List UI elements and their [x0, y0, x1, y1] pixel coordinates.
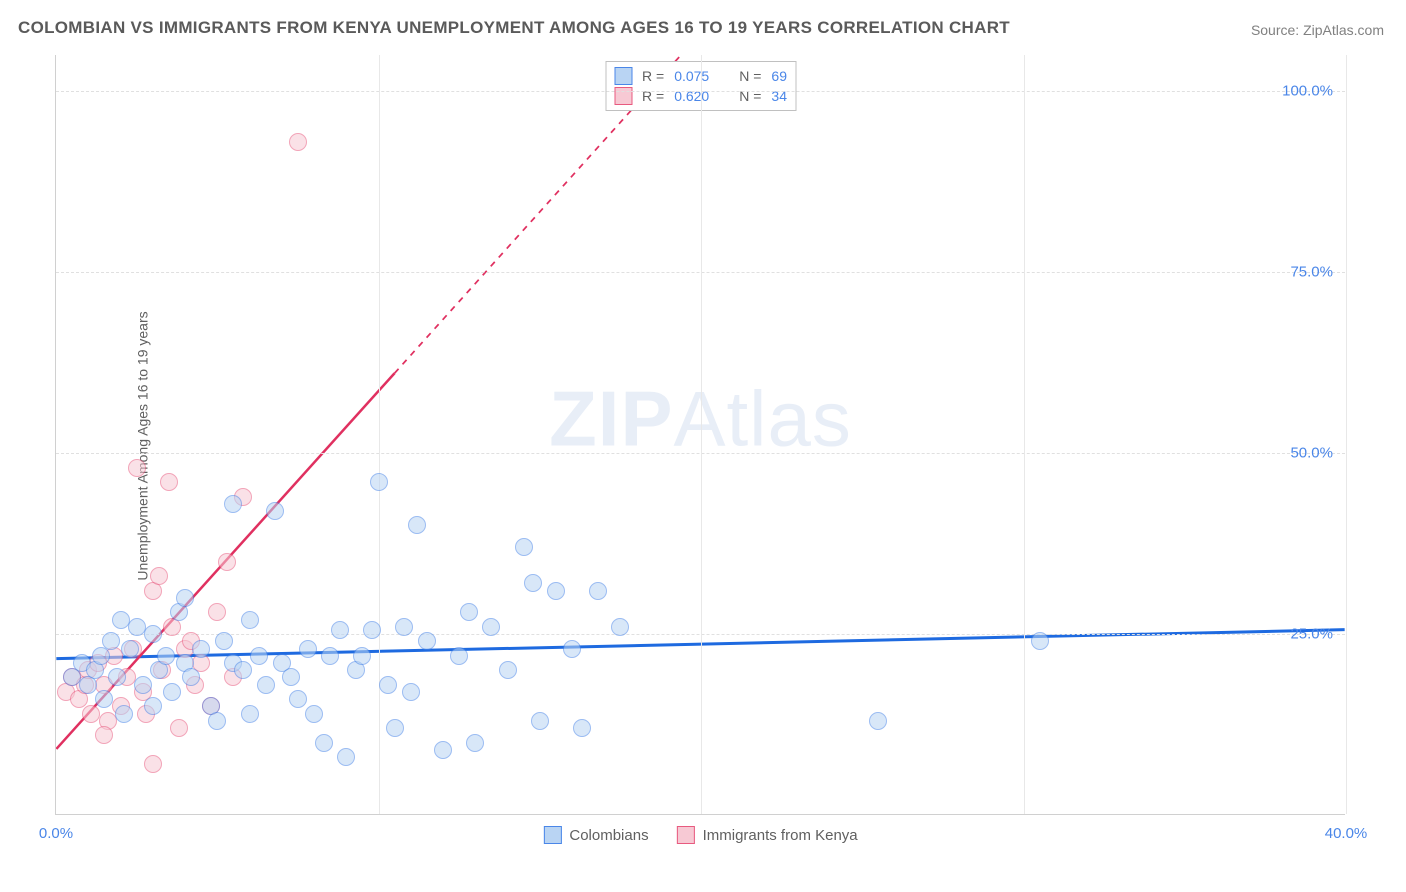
stats-n-label: N = — [739, 68, 761, 84]
scatter-point — [499, 661, 517, 679]
scatter-point — [208, 603, 226, 621]
scatter-point — [192, 640, 210, 658]
scatter-point — [395, 618, 413, 636]
scatter-point — [563, 640, 581, 658]
scatter-point — [95, 726, 113, 744]
plot-area: ZIPAtlas R =0.075N =69R =0.620N =34 Colo… — [55, 55, 1345, 815]
scatter-point — [160, 473, 178, 491]
scatter-point — [241, 611, 259, 629]
x-tick-label: 40.0% — [1325, 825, 1368, 842]
scatter-point — [515, 538, 533, 556]
scatter-point — [144, 625, 162, 643]
scatter-point — [224, 495, 242, 513]
scatter-point — [337, 748, 355, 766]
scatter-point — [150, 567, 168, 585]
source-label: Source: ZipAtlas.com — [1251, 22, 1384, 38]
scatter-point — [289, 133, 307, 151]
scatter-point — [289, 690, 307, 708]
stats-n-value: 69 — [771, 68, 787, 84]
scatter-point — [215, 632, 233, 650]
scatter-point — [305, 705, 323, 723]
scatter-point — [589, 582, 607, 600]
stats-r-value: 0.075 — [674, 68, 709, 84]
grid-line-v — [379, 55, 380, 814]
scatter-point — [144, 697, 162, 715]
scatter-point — [524, 574, 542, 592]
scatter-point — [611, 618, 629, 636]
scatter-point — [573, 719, 591, 737]
y-tick-label: 50.0% — [1290, 445, 1333, 462]
scatter-point — [108, 668, 126, 686]
scatter-point — [434, 741, 452, 759]
legend-swatch — [614, 87, 632, 105]
bottom-legend-label: Immigrants from Kenya — [703, 827, 858, 844]
scatter-point — [218, 553, 236, 571]
watermark-bold: ZIP — [549, 375, 673, 463]
scatter-point — [112, 611, 130, 629]
bottom-legend-label: Colombians — [569, 827, 648, 844]
scatter-point — [1031, 632, 1049, 650]
scatter-point — [134, 676, 152, 694]
scatter-point — [250, 647, 268, 665]
chart-container: COLOMBIAN VS IMMIGRANTS FROM KENYA UNEMP… — [0, 0, 1406, 892]
scatter-point — [144, 755, 162, 773]
scatter-point — [315, 734, 333, 752]
scatter-point — [482, 618, 500, 636]
bottom-legend-item: Immigrants from Kenya — [677, 826, 858, 844]
scatter-point — [121, 640, 139, 658]
bottom-legend: Colombians Immigrants from Kenya — [543, 826, 857, 844]
y-tick-label: 75.0% — [1290, 264, 1333, 281]
scatter-point — [402, 683, 420, 701]
scatter-point — [869, 712, 887, 730]
legend-swatch — [614, 67, 632, 85]
scatter-point — [208, 712, 226, 730]
scatter-point — [370, 473, 388, 491]
grid-line-v — [701, 55, 702, 814]
bottom-legend-item: Colombians — [543, 826, 648, 844]
scatter-point — [450, 647, 468, 665]
chart-title: COLOMBIAN VS IMMIGRANTS FROM KENYA UNEMP… — [18, 18, 1010, 38]
scatter-point — [170, 719, 188, 737]
scatter-point — [547, 582, 565, 600]
y-tick-label: 25.0% — [1290, 626, 1333, 643]
scatter-point — [531, 712, 549, 730]
scatter-point — [353, 647, 371, 665]
scatter-point — [418, 632, 436, 650]
scatter-point — [115, 705, 133, 723]
scatter-point — [363, 621, 381, 639]
scatter-point — [282, 668, 300, 686]
x-tick-label: 0.0% — [39, 825, 73, 842]
grid-line-v — [1024, 55, 1025, 814]
scatter-point — [157, 647, 175, 665]
stats-r-label: R = — [642, 68, 664, 84]
scatter-point — [266, 502, 284, 520]
scatter-point — [466, 734, 484, 752]
scatter-point — [182, 668, 200, 686]
scatter-point — [331, 621, 349, 639]
scatter-point — [299, 640, 317, 658]
grid-line-v — [1346, 55, 1347, 814]
scatter-point — [234, 661, 252, 679]
scatter-point — [95, 690, 113, 708]
scatter-point — [460, 603, 478, 621]
scatter-point — [241, 705, 259, 723]
legend-swatch — [677, 826, 695, 844]
legend-swatch — [543, 826, 561, 844]
scatter-point — [163, 683, 181, 701]
scatter-point — [102, 632, 120, 650]
scatter-point — [128, 459, 146, 477]
scatter-point — [321, 647, 339, 665]
y-tick-label: 100.0% — [1282, 83, 1333, 100]
scatter-point — [257, 676, 275, 694]
scatter-point — [386, 719, 404, 737]
scatter-point — [379, 676, 397, 694]
scatter-point — [408, 516, 426, 534]
scatter-point — [176, 589, 194, 607]
